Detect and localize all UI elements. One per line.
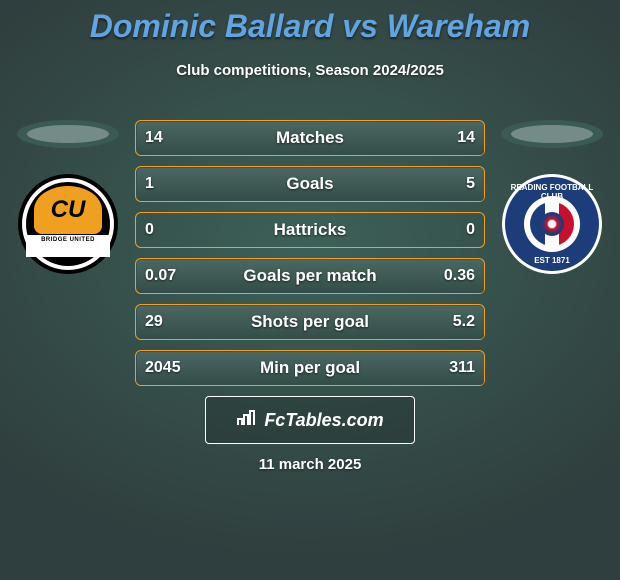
stat-label: Min per goal	[135, 350, 485, 386]
brand-chart-icon	[236, 409, 258, 432]
stat-value-right: 5	[466, 166, 475, 202]
right-team-area: READING FOOTBALL CLUBEST 1871	[492, 120, 612, 274]
stat-value-left: 1	[145, 166, 154, 202]
brand-text: FcTables.com	[264, 410, 383, 431]
stat-row: Goals per match0.07 0.36	[135, 258, 485, 294]
stat-value-left: 2045	[145, 350, 181, 386]
stat-value-right: 311	[449, 350, 475, 386]
left-team-area: BRIDGE UNITED CU	[8, 120, 128, 274]
stat-value-left: 14	[145, 120, 163, 156]
stat-value-right: 5.2	[453, 304, 475, 340]
right-crest-bottom-text: EST 1871	[505, 256, 599, 265]
stat-value-left: 29	[145, 304, 163, 340]
stat-value-left: 0.07	[145, 258, 176, 294]
stat-value-right: 0.36	[444, 258, 475, 294]
stat-row: Matches14 14	[135, 120, 485, 156]
left-crest-label: CU	[51, 196, 86, 224]
left-team-crest: BRIDGE UNITED CU	[18, 174, 118, 274]
left-crest-band-text: BRIDGE UNITED	[18, 237, 118, 243]
stat-row: Shots per goal29 5.2	[135, 304, 485, 340]
stat-label: Goals	[135, 166, 485, 202]
stat-row: Min per goal2045 311	[135, 350, 485, 386]
stat-label: Hattricks	[135, 212, 485, 248]
brand-box: FcTables.com	[205, 396, 415, 444]
left-platform-ellipse	[17, 120, 119, 148]
stat-value-right: 0	[466, 212, 475, 248]
stat-value-left: 0	[145, 212, 154, 248]
stat-row: Goals1 5	[135, 166, 485, 202]
page-subtitle: Club competitions, Season 2024/2025	[0, 62, 620, 79]
stats-panel: Matches14 14 Goals1 5 Hattricks0 0 Goals per m…	[135, 120, 485, 396]
stat-label: Goals per match	[135, 258, 485, 294]
root: Dominic Ballard vs Wareham Club competit…	[0, 0, 620, 580]
right-platform-ellipse	[501, 120, 603, 148]
stat-row: Hattricks0 0	[135, 212, 485, 248]
stat-label: Shots per goal	[135, 304, 485, 340]
stat-label: Matches	[135, 120, 485, 156]
right-team-crest: READING FOOTBALL CLUBEST 1871	[502, 174, 602, 274]
stat-value-right: 14	[457, 120, 475, 156]
date-text: 11 march 2025	[0, 456, 620, 473]
page-title: Dominic Ballard vs Wareham	[0, 8, 620, 45]
